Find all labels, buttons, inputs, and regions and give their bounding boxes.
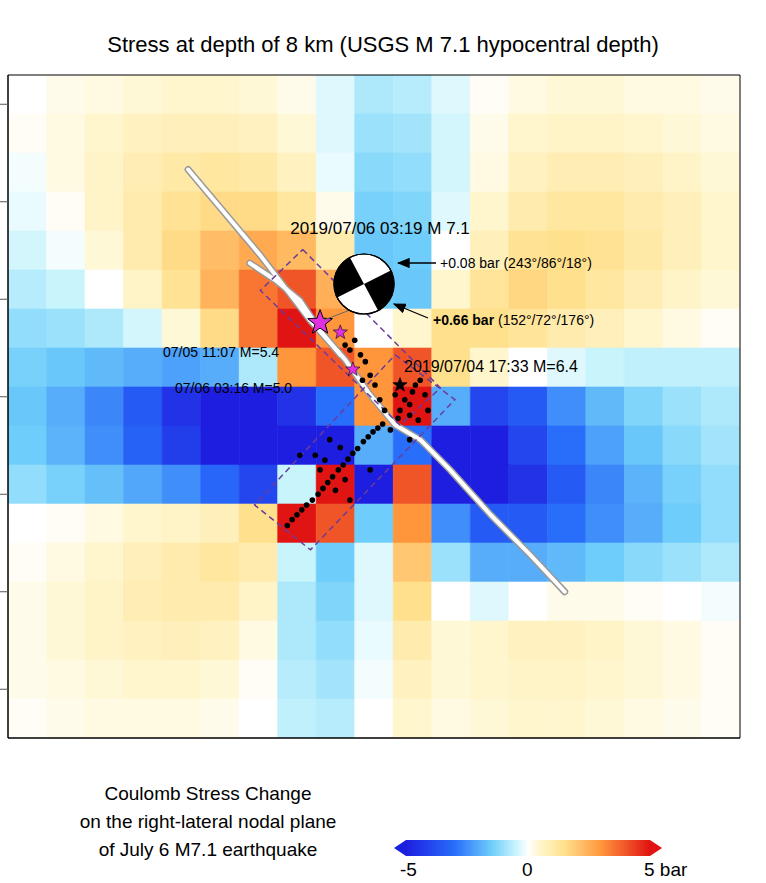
- svg-text:07/06 03:16 M=5.0: 07/06 03:16 M=5.0: [175, 380, 292, 396]
- svg-text:Coulomb Stress Change: Coulomb Stress Change: [105, 783, 312, 804]
- svg-text:on the right-lateral nodal pla: on the right-lateral nodal plane: [80, 811, 337, 832]
- svg-text:+0.08 bar (243°/86°/18°): +0.08 bar (243°/86°/18°): [440, 255, 592, 271]
- svg-text:-5: -5: [400, 859, 417, 880]
- svg-text:Stress at depth of 8 km (USGS: Stress at depth of 8 km (USGS M 7.1 hypo…: [107, 32, 658, 57]
- svg-text:of July 6 M7.1 earthquake: of July 6 M7.1 earthquake: [99, 839, 318, 860]
- svg-text:07/05 11:07 M=5.4: 07/05 11:07 M=5.4: [163, 344, 279, 360]
- svg-text:2019/07/04 17:33 M=6.4: 2019/07/04 17:33 M=6.4: [404, 358, 578, 375]
- svg-text:0: 0: [522, 859, 533, 880]
- svg-text:2019/07/06 03:19 M 7.1: 2019/07/06 03:19 M 7.1: [290, 219, 470, 238]
- svg-text:+0.66 bar (152°/72°/176°): +0.66 bar (152°/72°/176°): [433, 312, 594, 328]
- svg-text:5 bar: 5 bar: [644, 859, 688, 880]
